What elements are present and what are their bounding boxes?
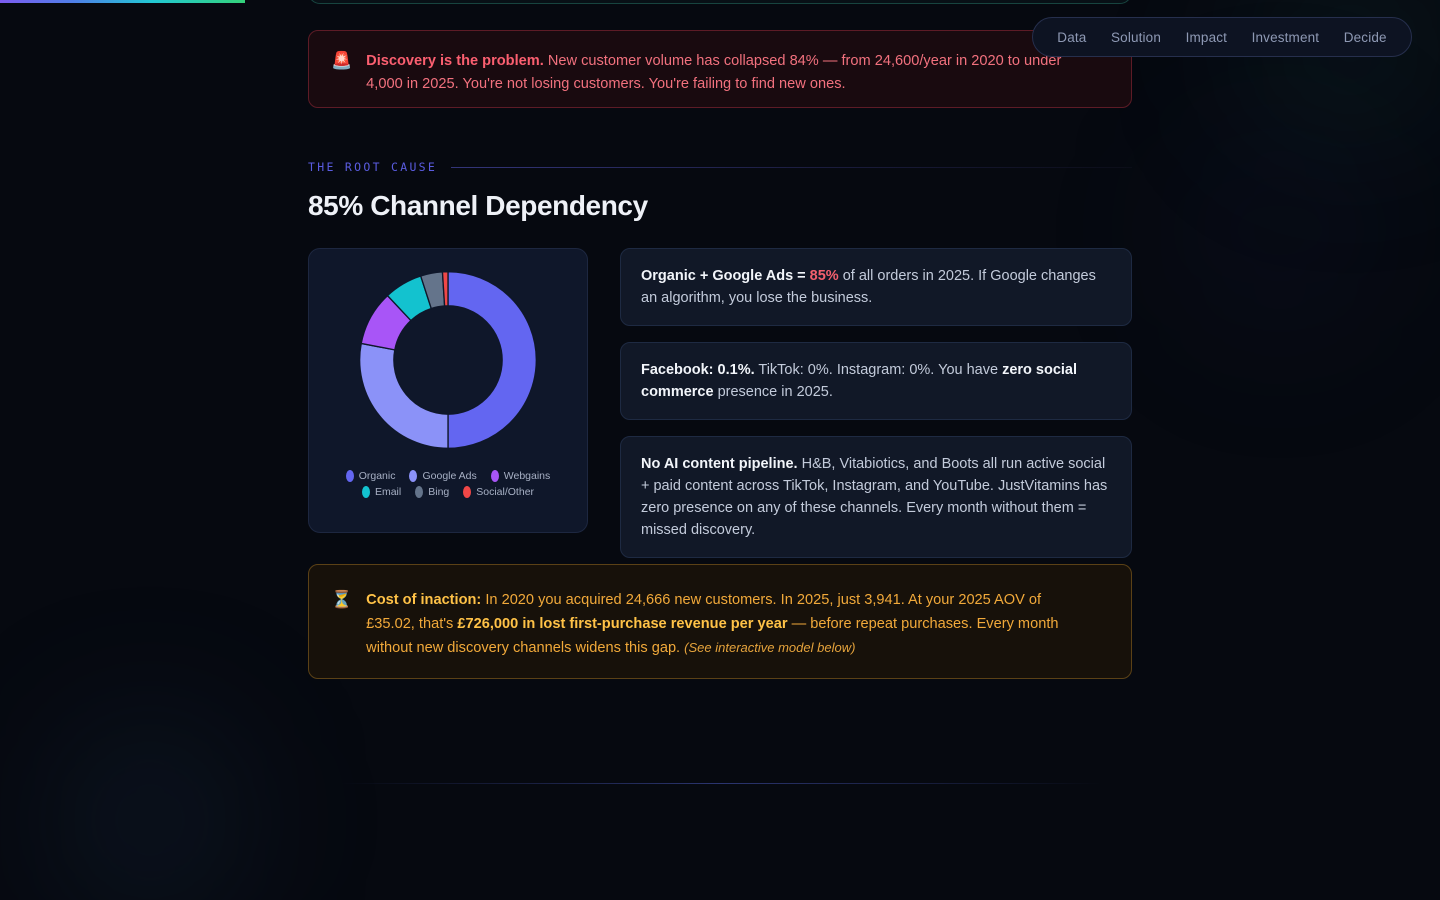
legend-label: Webgains [503, 470, 551, 482]
fact-card-list: Organic + Google Ads = 85% of all orders… [620, 248, 1132, 558]
nav-item-investment[interactable]: Investment [1251, 29, 1320, 45]
legend-label: Organic [358, 470, 396, 482]
alert-cost-text: Cost of inaction: In 2020 you acquired 2… [366, 589, 1078, 661]
scroll-progress-fill [0, 0, 245, 3]
legend-item-social-other[interactable]: Social/Other [463, 486, 534, 498]
root-cause-grid: Organic Google Ads Webgains Email Bing Social… [308, 248, 1132, 558]
legend-label: Email [374, 486, 402, 498]
donut-slice-google-ads[interactable] [358, 342, 449, 450]
legend-swatch-icon [345, 470, 354, 482]
section-eyebrow: THE ROOT CAUSE [308, 160, 438, 174]
alert-discovery-body: New customer volume has collapsed 84% — … [366, 53, 1062, 92]
alert-discovery-text: Discovery is the problem. New customer v… [366, 50, 1078, 96]
nav-item-impact[interactable]: Impact [1185, 29, 1228, 45]
legend-item-organic[interactable]: Organic [345, 470, 396, 482]
donut-chart[interactable] [353, 265, 543, 455]
legend-swatch-icon [361, 486, 370, 498]
chart-legend: Organic Google Ads Webgains Email Bing Social… [321, 470, 575, 498]
page-title: 85% Channel Dependency [308, 190, 648, 221]
legend-item-google-ads[interactable]: Google Ads [409, 470, 477, 482]
eyebrow-row: THE ROOT CAUSE [308, 160, 1132, 174]
alert-discovery: 🚨 Discovery is the problem. New customer… [308, 30, 1132, 108]
alert-cost-of-inaction: ⏳ Cost of inaction: In 2020 you acquired… [308, 564, 1132, 679]
alert-cost-body-2: — before repeat purchases. Every month w… [366, 615, 1059, 657]
hourglass-icon: ⏳ [331, 590, 353, 609]
fact-text-social: Facebook: 0.1%. TikTok: 0%. Instagram: 0… [641, 362, 1078, 400]
legend-label: Social/Other [476, 486, 535, 498]
legend-swatch-icon [415, 486, 424, 498]
alert-cost-highlight: £726,000 in lost first-purchase revenue … [457, 615, 788, 632]
alert-cost-body-1: In 2020 you acquired 24,666 new customer… [366, 592, 1042, 632]
channel-mix-chart-card: Organic Google Ads Webgains Email Bing Social… [308, 248, 588, 533]
legend-item-email[interactable]: Email [361, 486, 402, 498]
section-header: THE ROOT CAUSE 85% Channel Dependency [308, 160, 1132, 222]
alert-discovery-lead: Discovery is the problem. [366, 53, 544, 69]
legend-label: Google Ads [422, 470, 477, 482]
previous-section-card-stub [308, 0, 1132, 4]
fact-card-social: Facebook: 0.1%. TikTok: 0%. Instagram: 0… [620, 342, 1132, 420]
eyebrow-rule [451, 166, 1132, 168]
section-divider [340, 783, 1102, 784]
legend-item-webgains[interactable]: Webgains [490, 470, 551, 482]
legend-swatch-icon [490, 470, 499, 482]
donut-slice-organic[interactable] [447, 270, 538, 450]
scroll-progress-track [0, 0, 1440, 3]
fact-text-content: No AI content pipeline. H&B, Vitabiotics… [641, 456, 1108, 538]
ambient-glow-right [1180, 120, 1380, 340]
nav-item-solution[interactable]: Solution [1111, 29, 1162, 45]
legend-swatch-icon [463, 486, 472, 498]
siren-icon: 🚨 [331, 51, 353, 70]
alert-cost-lead: Cost of inaction: [366, 592, 482, 608]
legend-swatch-icon [409, 470, 418, 482]
alert-cost-note: (See interactive model below) [684, 640, 856, 655]
legend-item-bing[interactable]: Bing [415, 486, 449, 498]
ambient-glow-left [60, 720, 240, 900]
nav-item-data[interactable]: Data [1057, 29, 1087, 45]
fact-card-content: No AI content pipeline. H&B, Vitabiotics… [620, 436, 1132, 558]
legend-label: Bing [428, 486, 450, 498]
donut-slice-social-other[interactable] [441, 270, 449, 307]
section-nav[interactable]: Data Solution Impact Investment Decide [1032, 17, 1412, 57]
fact-card-dependency: Organic + Google Ads = 85% of all orders… [620, 248, 1132, 326]
donut-chart-svg [358, 270, 538, 450]
nav-item-decide[interactable]: Decide [1343, 29, 1387, 45]
fact-text-dependency: Organic + Google Ads = 85% of all orders… [641, 268, 1096, 306]
